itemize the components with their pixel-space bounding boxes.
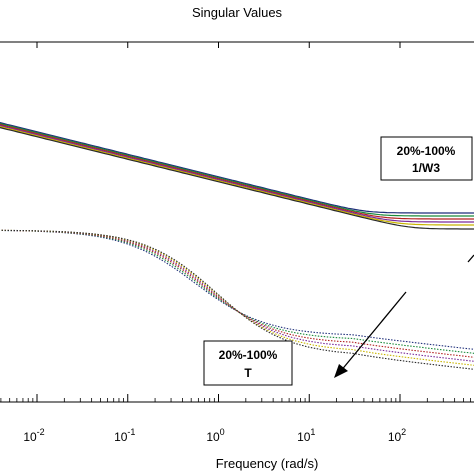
- annotation-box-t-border: [203, 340, 293, 386]
- annotation-w3-line1: 20%-100%: [397, 144, 456, 158]
- t-line: [0, 229, 474, 358]
- w3-inverse-line: [0, 123, 474, 220]
- x-axis-ticks: [0, 42, 472, 402]
- t-line: [0, 229, 474, 354]
- x-tick-label: 100: [206, 427, 224, 444]
- annotation-t-line1: 20%-100%: [219, 348, 278, 362]
- x-axis-label: Frequency (rad/s): [216, 456, 319, 471]
- chart-title: Singular Values: [192, 5, 283, 20]
- annotation-box-w3: 20%-100% 1/W3: [380, 136, 473, 181]
- annotation-box-t: 20%-100% T: [203, 340, 293, 386]
- w3-inverse-line: [0, 126, 474, 230]
- w3-inverse-line: [0, 125, 474, 226]
- x-tick-label: 10-2: [23, 427, 44, 444]
- annotation-box-w3-border: [380, 136, 473, 181]
- w3-inverse-line: [0, 122, 474, 217]
- t-trend-arrow: [339, 291, 407, 373]
- t-series-group: [0, 229, 474, 370]
- x-tick-label: 102: [388, 427, 406, 444]
- w3-inverse-series-group: [0, 121, 474, 230]
- w3-inverse-line: [0, 121, 474, 214]
- annotation-w3-line2: 1/W3: [412, 161, 440, 175]
- t-trend-arrowhead: [334, 364, 348, 378]
- x-axis-tick-labels: 10-2 10-1 100 101 102: [23, 427, 406, 444]
- annotation-t-line2: T: [244, 366, 252, 380]
- w3-inverse-line: [0, 124, 474, 223]
- t-line: [0, 229, 474, 350]
- x-tick-label: 10-1: [114, 427, 135, 444]
- t-line: [0, 229, 474, 370]
- x-tick-label: 101: [297, 427, 315, 444]
- w3-trend-arrow-stub: [467, 254, 474, 263]
